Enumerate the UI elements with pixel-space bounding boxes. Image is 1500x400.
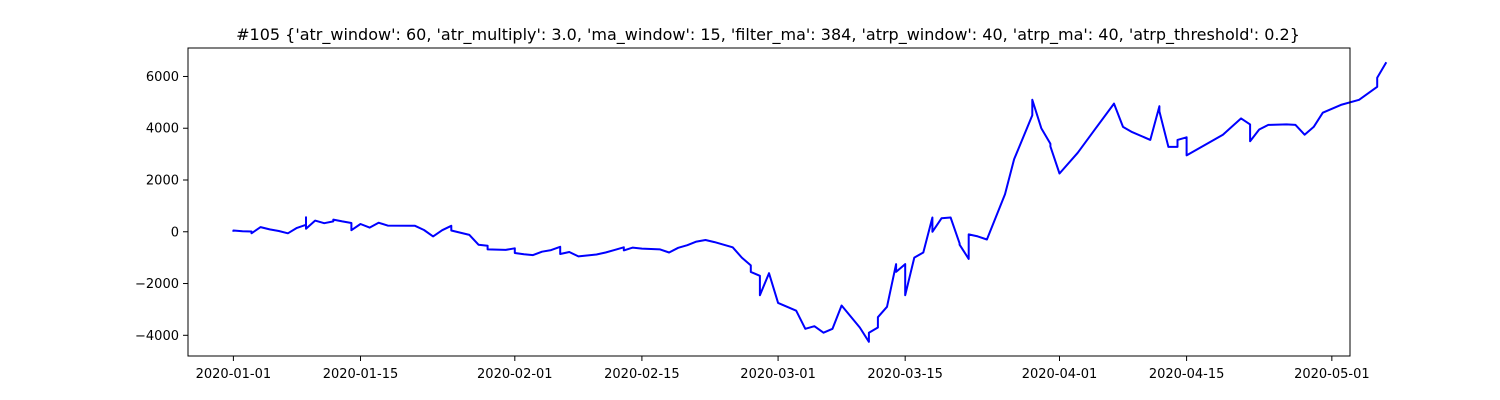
x-tick-label: 2020-01-01 bbox=[196, 367, 272, 382]
y-tick-label: −4000 bbox=[135, 329, 179, 344]
y-tick-label: −2000 bbox=[135, 277, 179, 292]
series-line bbox=[232, 61, 1388, 343]
x-tick-label: 2020-05-01 bbox=[1294, 367, 1370, 382]
x-axis: 2020-01-01 2020-01-15 2020-02-01 2020-02-15… bbox=[196, 356, 1370, 382]
x-tick-label: 2020-01-15 bbox=[323, 367, 399, 382]
x-tick-label: 2020-02-01 bbox=[477, 367, 553, 382]
y-tick-label: 2000 bbox=[146, 174, 179, 189]
y-tick-label: 4000 bbox=[146, 122, 179, 137]
x-tick-label: 2020-03-15 bbox=[867, 367, 943, 382]
y-axis: −4000 −2000 0 2000 4000 6000 bbox=[135, 70, 188, 344]
x-tick-label: 2020-04-01 bbox=[1022, 367, 1098, 382]
y-tick-label: 6000 bbox=[146, 70, 179, 85]
x-tick-label: 2020-02-15 bbox=[604, 367, 680, 382]
chart-title: #105 {'atr_window': 60, 'atr_multiply': … bbox=[236, 25, 1300, 45]
y-tick-label: 0 bbox=[171, 225, 179, 240]
x-tick-label: 2020-04-15 bbox=[1149, 367, 1225, 382]
plot-frame bbox=[187, 47, 1351, 357]
x-tick-label: 2020-03-01 bbox=[740, 367, 816, 382]
